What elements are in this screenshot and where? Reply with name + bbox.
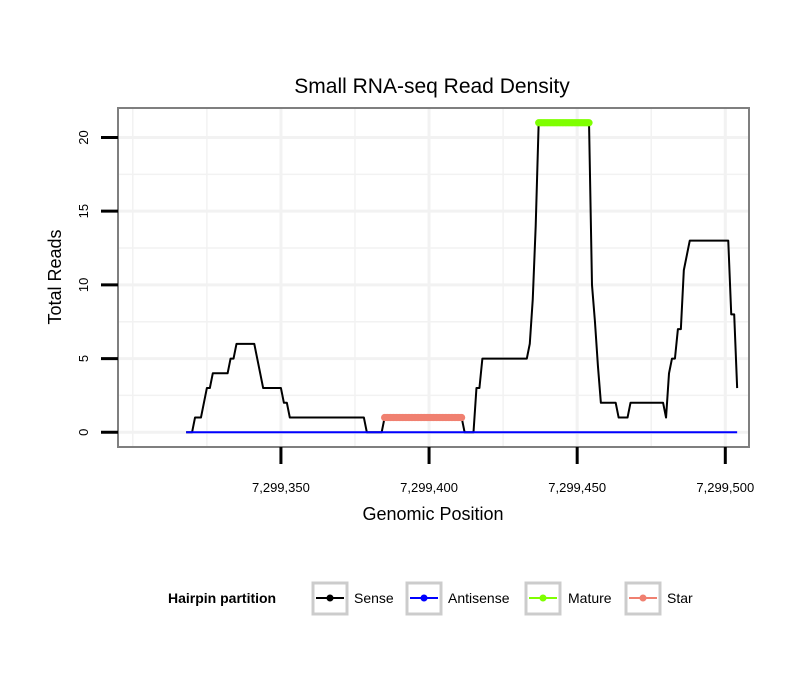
x-axis-label: Genomic Position	[362, 504, 503, 524]
y-tick-label: 5	[76, 355, 91, 362]
series-markers-mature	[535, 119, 593, 127]
y-tick-label: 10	[76, 278, 91, 292]
legend-label-sense: Sense	[354, 590, 394, 606]
legend-label-antisense: Antisense	[448, 590, 510, 606]
plot-panel	[117, 107, 750, 448]
legend-label-mature: Mature	[568, 590, 612, 606]
chart-title: Small RNA-seq Read Density	[294, 75, 570, 98]
legend: Hairpin partition Sense Antisense Mature…	[168, 581, 693, 616]
series-line-sense	[186, 121, 739, 434]
x-tick-label: 7,299,350	[252, 480, 310, 495]
data-point-mature	[585, 119, 593, 127]
series-markers-star	[381, 413, 466, 422]
legend-dot-sense	[326, 594, 334, 602]
legend-dot-star	[639, 594, 647, 602]
y-tick-label: 0	[76, 429, 91, 436]
y-axis-label: Total Reads	[45, 229, 65, 324]
legend-label-star: Star	[667, 590, 693, 606]
y-tick-label: 15	[76, 204, 91, 218]
series-layer	[186, 119, 739, 434]
data-point-star	[458, 413, 466, 422]
x-tick-label: 7,299,500	[696, 480, 754, 495]
y-axis: 0 5 10 15 20	[76, 130, 118, 436]
legend-dot-mature	[539, 594, 547, 602]
legend-dot-antisense	[420, 594, 428, 602]
x-axis: 7,299,350 7,299,400 7,299,450 7,299,500	[252, 447, 754, 495]
x-tick-label: 7,299,400	[400, 480, 458, 495]
y-tick-label: 20	[76, 130, 91, 144]
legend-title: Hairpin partition	[168, 590, 276, 606]
x-tick-label: 7,299,450	[548, 480, 606, 495]
